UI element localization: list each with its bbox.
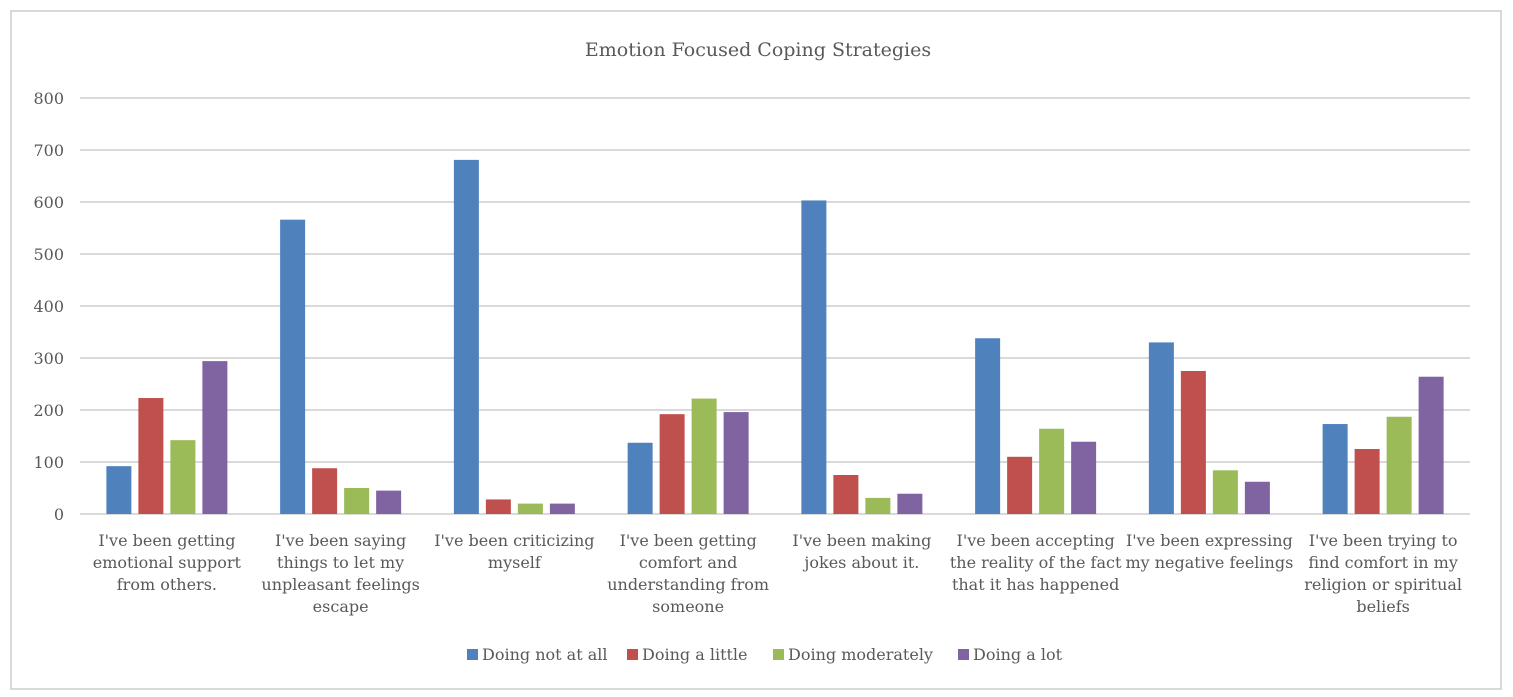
x-category-line: myself	[488, 553, 542, 572]
bar	[376, 490, 402, 514]
bar	[627, 442, 653, 514]
y-tick-label: 100	[33, 453, 64, 472]
bar	[549, 503, 575, 514]
x-category-line: I've been making	[792, 531, 931, 550]
x-category-label: I've been trying to find comfort in my rel…	[1304, 531, 1462, 616]
x-category-line: understanding from	[607, 575, 769, 594]
legend-swatch	[467, 649, 478, 660]
x-category-label: I've been saying things to let my unpleasa…	[261, 531, 419, 616]
bar	[453, 159, 479, 514]
bar	[202, 361, 228, 514]
x-category-line: I've been expressing	[1126, 531, 1293, 550]
legend-swatch	[773, 649, 784, 660]
x-category-label: I've been getting comfort and understandin…	[607, 531, 769, 616]
legend-swatch	[627, 649, 638, 660]
gridlines	[80, 97, 1470, 515]
bar	[1386, 416, 1412, 514]
bar	[170, 440, 196, 514]
bar	[1071, 441, 1097, 514]
bar	[897, 493, 923, 514]
legend-swatch	[958, 649, 969, 660]
x-category-line: I've been criticizing	[434, 531, 594, 550]
x-category-line: my negative feelings	[1125, 553, 1293, 572]
bar	[1007, 456, 1033, 514]
x-category-line: someone	[652, 597, 724, 616]
x-category-line: from others.	[117, 575, 217, 594]
legend-item: Doing a lot	[958, 645, 1063, 664]
x-category-line: religion or spiritual	[1304, 575, 1462, 594]
x-category-label: I've been expressing my negative feelings	[1125, 531, 1293, 572]
bar	[1039, 428, 1065, 514]
y-tick-label: 0	[54, 505, 64, 524]
chart-frame: Emotion Focused Coping Strategies 0 100 20…	[10, 10, 1502, 690]
bar	[344, 488, 370, 514]
bar	[138, 398, 164, 514]
legend: Doing not at all Doing a little Doing mode…	[467, 645, 1063, 664]
bar-chart: Emotion Focused Coping Strategies 0 100 20…	[33, 39, 1470, 664]
x-category-label: I've been making jokes about it.	[792, 531, 931, 572]
x-category-line: find comfort in my	[1308, 553, 1458, 572]
y-tick-label: 800	[33, 89, 64, 108]
bar	[691, 398, 717, 514]
y-tick-label: 600	[33, 193, 64, 212]
y-tick-label: 700	[33, 141, 64, 160]
x-category-line: emotional support	[93, 553, 242, 572]
legend-item: Doing not at all	[467, 645, 608, 664]
x-category-label: I've been criticizing myself	[434, 531, 594, 572]
x-category-line: comfort and	[639, 553, 738, 572]
x-category-line: jokes about it.	[802, 553, 919, 572]
legend-item: Doing moderately	[773, 645, 933, 664]
bar	[312, 468, 338, 514]
x-category-line: I've been accepting	[957, 531, 1115, 550]
legend-label: Doing a little	[642, 645, 748, 664]
y-tick-label: 200	[33, 401, 64, 420]
bar	[801, 200, 827, 514]
y-tick-label: 300	[33, 349, 64, 368]
bar	[659, 414, 685, 514]
bar	[1354, 449, 1380, 514]
bar	[723, 412, 749, 514]
bar	[1212, 470, 1238, 514]
bar	[517, 503, 543, 514]
bar	[833, 475, 859, 514]
x-category-line: the reality of the fact	[950, 553, 1122, 572]
bar	[1322, 424, 1348, 514]
bar	[865, 497, 891, 514]
x-category-line: escape	[313, 597, 369, 616]
x-category-label: I've been getting emotional support from o…	[93, 531, 242, 594]
x-category-line: I've been getting	[620, 531, 757, 550]
bar	[106, 466, 132, 514]
bars	[106, 159, 1444, 514]
bar	[280, 219, 306, 514]
x-category-line: I've been getting	[98, 531, 235, 550]
x-category-line: I've been trying to	[1309, 531, 1458, 550]
x-category-line: things to let my	[277, 553, 404, 572]
legend-item: Doing a little	[627, 645, 748, 664]
bar	[1244, 481, 1270, 514]
legend-label: Doing moderately	[788, 645, 933, 664]
x-axis-categories: I've been getting emotional support from o…	[93, 531, 1462, 616]
bar	[1148, 342, 1174, 514]
bar	[1180, 371, 1206, 514]
bar	[485, 499, 511, 514]
x-category-label: I've been accepting the reality of the fa…	[950, 531, 1122, 594]
x-category-line: beliefs	[1356, 597, 1410, 616]
x-category-line: that it has happened	[952, 575, 1119, 594]
chart-title: Emotion Focused Coping Strategies	[585, 39, 931, 61]
bar	[1418, 376, 1444, 514]
legend-label: Doing a lot	[973, 645, 1063, 664]
bar	[975, 338, 1001, 514]
y-tick-label: 500	[33, 245, 64, 264]
legend-label: Doing not at all	[482, 645, 608, 664]
y-axis-ticks: 0 100 200 300 400 500 600 700 800	[33, 89, 64, 524]
y-tick-label: 400	[33, 297, 64, 316]
x-category-line: unpleasant feelings	[261, 575, 419, 594]
x-category-line: I've been saying	[275, 531, 406, 550]
